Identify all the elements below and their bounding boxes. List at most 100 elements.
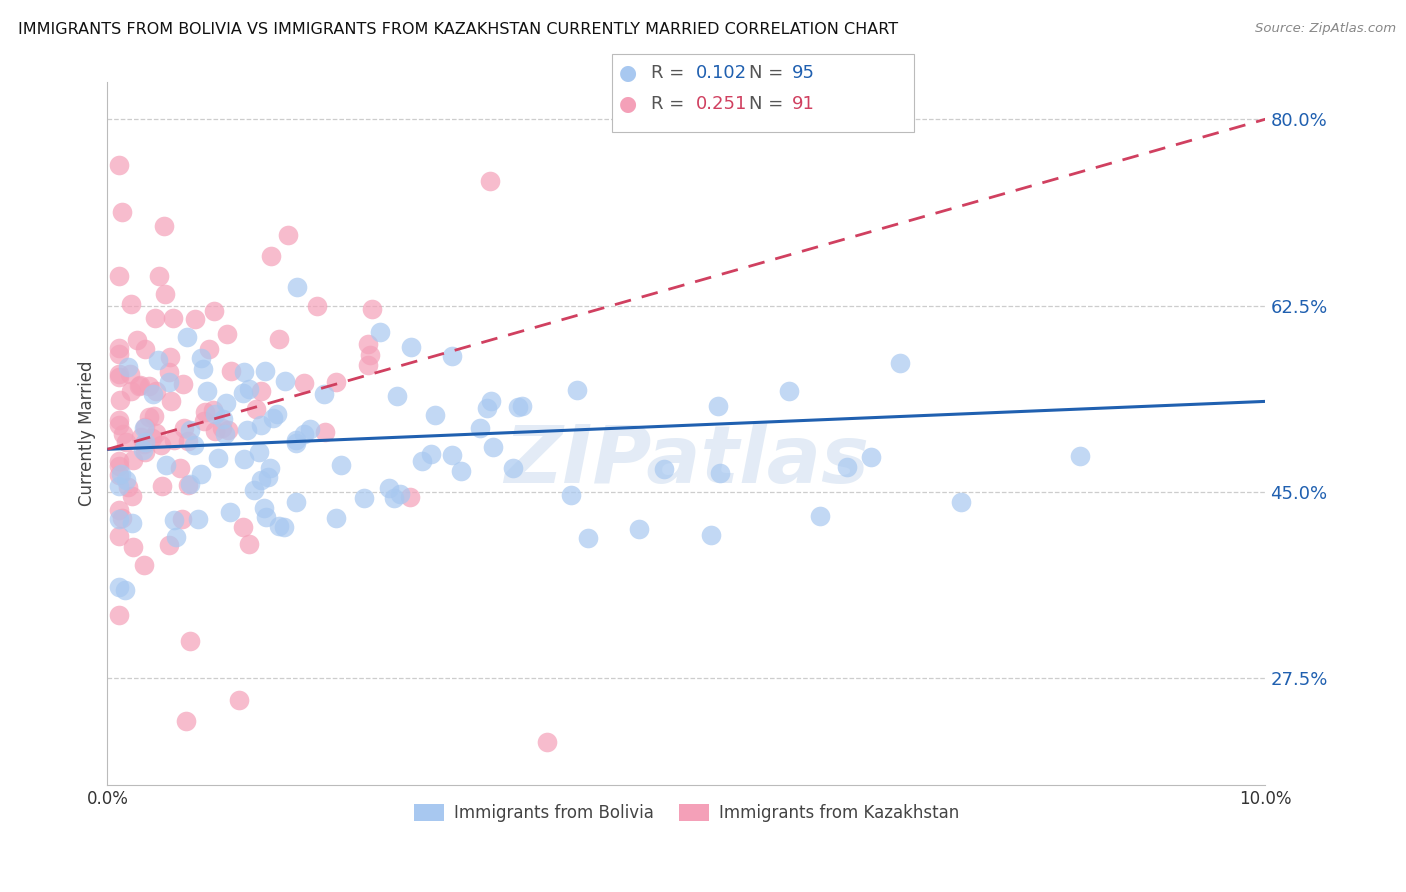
Point: [183, 438, 205, 452]
Point: [359, 349, 381, 363]
Point: [627, 522, 650, 536]
Point: [108, 468, 131, 483]
Point: [108, 512, 131, 526]
Point: [146, 353, 169, 368]
Point: [314, 425, 336, 440]
Point: [108, 347, 131, 361]
Point: [159, 350, 181, 364]
Point: [148, 268, 170, 283]
Text: 0.102: 0.102: [696, 64, 747, 82]
Point: [247, 445, 270, 459]
Point: [232, 451, 254, 466]
Point: [179, 477, 201, 491]
Point: [138, 378, 160, 392]
Point: [108, 268, 131, 283]
Point: [193, 362, 215, 376]
Point: [172, 377, 194, 392]
Point: [120, 297, 142, 311]
Point: [262, 411, 284, 425]
Point: [260, 249, 283, 263]
Point: [115, 473, 138, 487]
Point: [212, 412, 235, 426]
Point: [292, 426, 315, 441]
Point: [305, 299, 328, 313]
Point: [108, 503, 131, 517]
Point: [177, 477, 200, 491]
Point: [709, 466, 731, 480]
Point: [440, 448, 463, 462]
Point: [153, 219, 176, 233]
Point: [110, 467, 132, 481]
Point: [510, 400, 533, 414]
Point: [860, 450, 883, 464]
Point: [134, 419, 156, 434]
Point: [176, 330, 198, 344]
Point: [157, 538, 180, 552]
Point: [218, 505, 240, 519]
Point: [470, 420, 492, 434]
Point: [700, 527, 723, 541]
Point: [150, 438, 173, 452]
Text: 0.251: 0.251: [696, 95, 748, 113]
Point: [232, 365, 254, 379]
Point: [536, 735, 558, 749]
Point: [195, 384, 218, 398]
Text: N =: N =: [749, 64, 789, 82]
Point: [174, 714, 197, 728]
Point: [217, 423, 239, 437]
Y-axis label: Currently Married: Currently Married: [79, 360, 96, 506]
Point: [576, 531, 599, 545]
Point: [228, 692, 250, 706]
Point: [254, 510, 277, 524]
Point: [141, 431, 163, 445]
Point: [778, 384, 800, 399]
Point: [269, 518, 291, 533]
Point: [134, 437, 156, 451]
Point: [120, 384, 142, 398]
Point: [253, 501, 276, 516]
Point: [121, 516, 143, 531]
Point: [250, 473, 273, 487]
Point: [325, 375, 347, 389]
Point: [238, 537, 260, 551]
Point: [330, 458, 353, 472]
Point: [249, 417, 271, 432]
Point: [129, 378, 152, 392]
Point: [378, 481, 401, 495]
Point: [560, 488, 582, 502]
Point: [108, 454, 131, 468]
Point: [134, 342, 156, 356]
Point: [298, 422, 321, 436]
Point: [134, 444, 156, 458]
Point: [236, 423, 259, 437]
Point: [253, 364, 276, 378]
Point: [170, 512, 193, 526]
Text: 91: 91: [792, 95, 814, 113]
Point: [217, 326, 239, 341]
Point: [360, 302, 382, 317]
Point: [273, 374, 295, 388]
Point: [411, 454, 433, 468]
Point: [179, 423, 201, 437]
Point: [132, 420, 155, 434]
Point: [108, 392, 131, 407]
Point: [122, 540, 145, 554]
Point: [194, 405, 217, 419]
Point: [121, 489, 143, 503]
Point: [111, 205, 134, 219]
Point: [122, 453, 145, 467]
Point: [202, 303, 225, 318]
Point: [132, 558, 155, 572]
Point: [273, 520, 295, 534]
Point: [232, 520, 254, 534]
Point: [157, 375, 180, 389]
Point: [108, 369, 131, 384]
Point: [277, 228, 299, 243]
Point: [267, 332, 290, 346]
Point: [441, 349, 464, 363]
Point: [184, 311, 207, 326]
Point: [215, 396, 238, 410]
Point: [479, 393, 502, 408]
Point: [423, 409, 446, 423]
Text: Source: ZipAtlas.com: Source: ZipAtlas.com: [1256, 22, 1396, 36]
